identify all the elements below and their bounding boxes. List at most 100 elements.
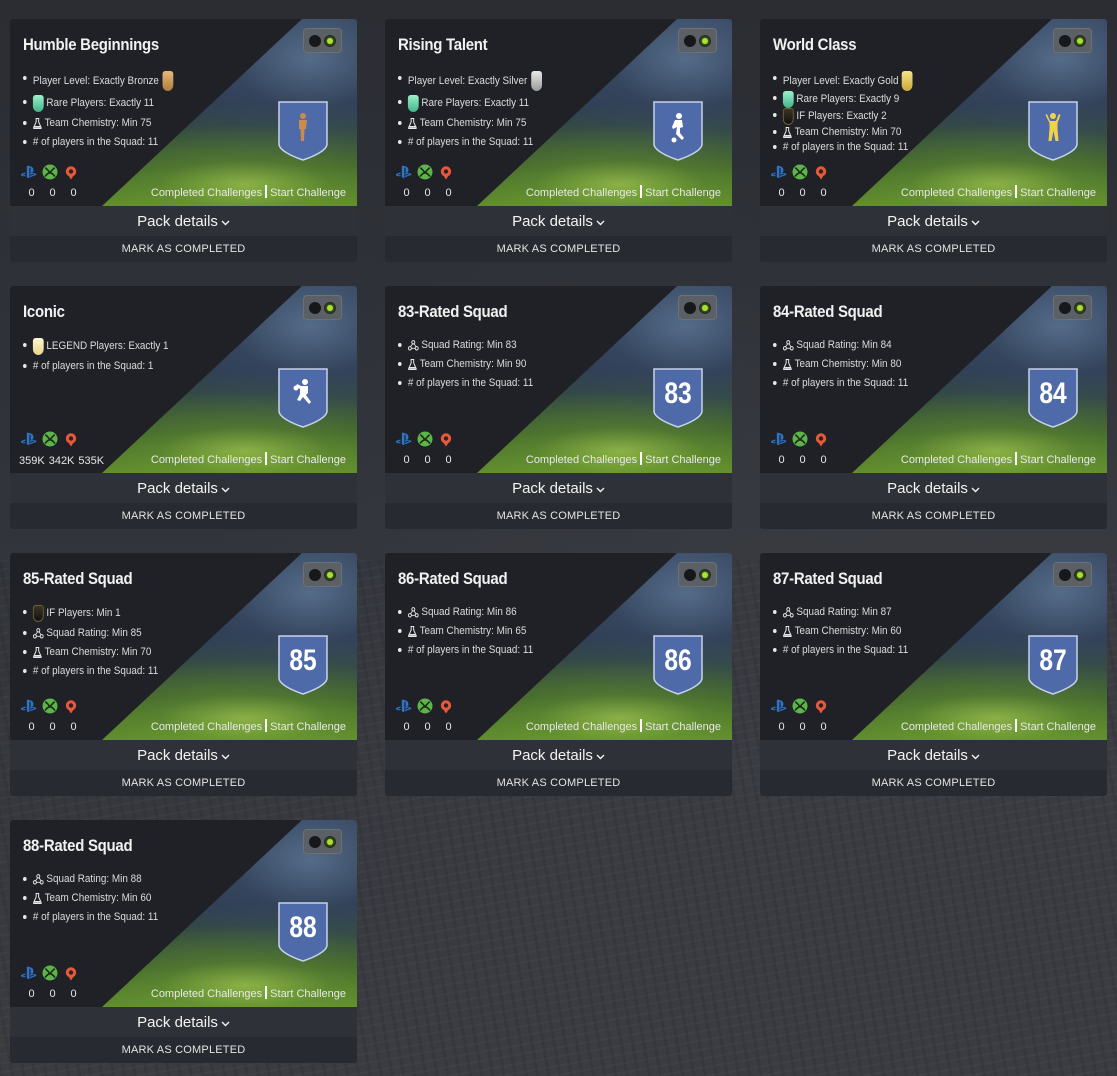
pack-details-label: Pack details [137,1013,218,1031]
xbox-icon [792,164,808,180]
requirement-text: # of players in the Squad: 11 [407,377,534,389]
pack-details-button[interactable]: Pack details [10,206,357,236]
start-challenge-link[interactable]: Start Challenge [1020,721,1096,733]
gold-badge-icon [902,71,913,91]
requirement-text: Rare Players: Exactly 11 [46,97,155,109]
platform-completion-counts: 0 0 0 [771,454,834,466]
rating-value: 83 [664,377,692,410]
toggle-off-dot [309,302,321,314]
challenge-card: Iconic LEGEND Players: Exactly 1 # of play… [10,286,357,529]
pack-details-label: Pack details [137,746,218,764]
completed-challenges-link[interactable]: Completed Challenges [150,988,263,1000]
start-challenge-link[interactable]: Start Challenge [270,454,346,466]
favorite-toggle[interactable] [678,28,717,53]
challenge-links: Completed Challenges Start Challenge [901,719,1096,733]
mark-as-completed-button[interactable]: MARK AS COMPLETED [760,236,1107,262]
challenge-card: Humble Beginnings Player Level: Exactly B… [10,19,357,262]
toggle-on-dot [699,35,711,47]
requirement-item: Team Chemistry: Min 90 [398,357,533,372]
favorite-toggle[interactable] [1053,295,1092,320]
pack-details-button[interactable]: Pack details [385,740,732,770]
platform-count: 0 [799,187,806,199]
platform-count: 0 [403,721,410,733]
favorite-toggle[interactable] [303,28,342,53]
card-header-area: 88-Rated Squad Squad Rating: Min 88 Team C… [10,820,357,1007]
start-challenge-link[interactable]: Start Challenge [1020,187,1096,199]
favorite-toggle[interactable] [678,295,717,320]
favorite-toggle[interactable] [1053,28,1092,53]
card-header-area: 85-Rated Squad IF Players: Min 1 Squad Rat… [10,553,357,740]
start-challenge-link[interactable]: Start Challenge [645,187,721,199]
platform-count: 0 [424,187,431,199]
favorite-toggle[interactable] [303,829,342,854]
squad-rating-icon [782,340,794,351]
start-challenge-link[interactable]: Start Challenge [1020,454,1096,466]
completed-challenges-link[interactable]: Completed Challenges [150,187,263,199]
pack-details-button[interactable]: Pack details [385,206,732,236]
requirement-item: Squad Rating: Min 87 [773,605,908,620]
favorite-toggle[interactable] [1053,562,1092,587]
pack-details-button[interactable]: Pack details [385,473,732,503]
platform-count: 0 [70,187,77,199]
pack-details-button[interactable]: Pack details [760,206,1107,236]
requirements-list: Squad Rating: Min 86 Team Chemistry: Min … [398,605,548,662]
favorite-toggle[interactable] [303,295,342,320]
chemistry-flask-icon [408,118,417,129]
mark-as-completed-button[interactable]: MARK AS COMPLETED [760,503,1107,529]
platform-icons [21,698,79,714]
platform-count: 0 [28,988,35,1000]
requirement-item: Squad Rating: Min 83 [398,338,533,353]
completed-challenges-link[interactable]: Completed Challenges [525,187,638,199]
mark-as-completed-button[interactable]: MARK AS COMPLETED [10,236,357,262]
if-card-icon [32,605,44,622]
favorite-toggle[interactable] [303,562,342,587]
platform-count: 0 [403,187,410,199]
completed-challenges-link[interactable]: Completed Challenges [525,721,638,733]
card-title: 85-Rated Squad [23,569,133,588]
pack-details-button[interactable]: Pack details [10,1007,357,1037]
mark-as-completed-button[interactable]: MARK AS COMPLETED [10,1037,357,1063]
platform-count: 0 [820,187,827,199]
requirements-list: Player Level: Exactly Silver Rare Players… [398,71,561,154]
mark-as-completed-button[interactable]: MARK AS COMPLETED [10,770,357,796]
favorite-toggle[interactable] [678,562,717,587]
chemistry-flask-icon [33,893,42,904]
pack-details-label: Pack details [512,212,593,230]
start-challenge-link[interactable]: Start Challenge [270,988,346,1000]
start-challenge-link[interactable]: Start Challenge [270,721,346,733]
completed-challenges-link[interactable]: Completed Challenges [900,187,1013,199]
completed-challenges-link[interactable]: Completed Challenges [150,721,263,733]
pack-details-label: Pack details [512,746,593,764]
start-challenge-link[interactable]: Start Challenge [270,187,346,199]
chevron-down-icon [221,213,230,230]
mark-as-completed-button[interactable]: MARK AS COMPLETED [385,236,732,262]
mark-as-completed-button[interactable]: MARK AS COMPLETED [10,503,357,529]
start-challenge-link[interactable]: Start Challenge [645,454,721,466]
mark-as-completed-button[interactable]: MARK AS COMPLETED [760,770,1107,796]
xbox-icon [417,164,433,180]
pack-details-button[interactable]: Pack details [760,740,1107,770]
pack-details-button[interactable]: Pack details [760,473,1107,503]
chevron-down-icon [221,1014,230,1031]
completed-challenges-link[interactable]: Completed Challenges [900,454,1013,466]
pack-details-label: Pack details [887,479,968,497]
squad-rating-icon [407,607,419,618]
chevron-down-icon [596,480,605,497]
completed-challenges-link[interactable]: Completed Challenges [525,454,638,466]
start-challenge-link[interactable]: Start Challenge [645,721,721,733]
pack-details-button[interactable]: Pack details [10,740,357,770]
mark-as-completed-button[interactable]: MARK AS COMPLETED [385,503,732,529]
completed-challenges-link[interactable]: Completed Challenges [150,454,263,466]
completed-challenges-link[interactable]: Completed Challenges [900,721,1013,733]
requirement-text: # of players in the Squad: 11 [407,644,534,656]
rating-shield-badge: 85 [277,635,329,695]
link-divider [265,986,268,999]
challenge-links: Completed Challenges Start Challenge [901,185,1096,199]
pc-origin-icon [438,431,454,447]
toggle-on-dot [1074,35,1086,47]
chevron-down-icon [221,480,230,497]
player-shield-badge [652,101,704,161]
card-header-area: Iconic LEGEND Players: Exactly 1 # of play… [10,286,357,473]
mark-as-completed-button[interactable]: MARK AS COMPLETED [385,770,732,796]
pack-details-button[interactable]: Pack details [10,473,357,503]
